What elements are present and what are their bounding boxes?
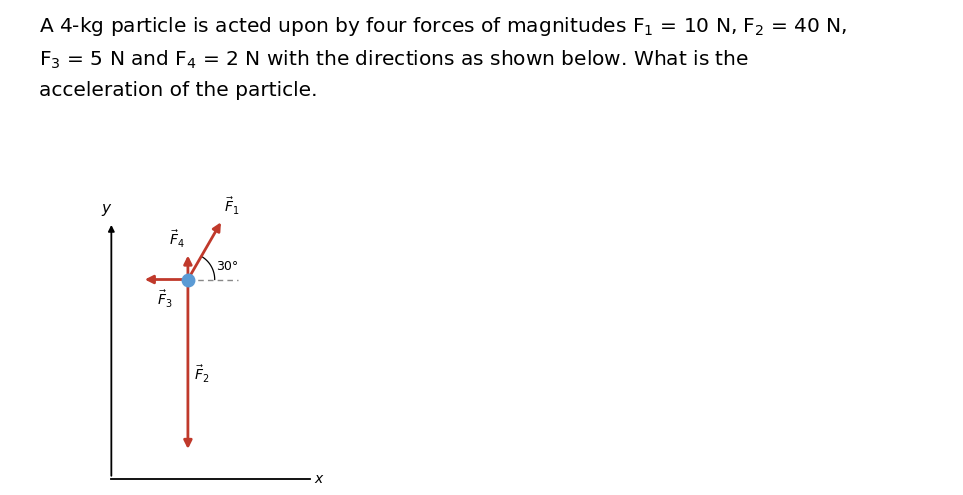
Text: y: y	[101, 201, 110, 216]
Text: $\vec{F}_4$: $\vec{F}_4$	[169, 229, 185, 249]
Text: x: x	[314, 472, 323, 486]
Text: 30°: 30°	[217, 259, 239, 273]
Text: $\vec{F}_2$: $\vec{F}_2$	[194, 364, 209, 385]
Text: A 4-kg particle is acted upon by four forces of magnitudes $\mathsf{F_1}$ = 10 N: A 4-kg particle is acted upon by four fo…	[39, 15, 846, 100]
Text: $\vec{F}_1$: $\vec{F}_1$	[224, 196, 240, 217]
Text: $\vec{F}_3$: $\vec{F}_3$	[157, 289, 172, 310]
